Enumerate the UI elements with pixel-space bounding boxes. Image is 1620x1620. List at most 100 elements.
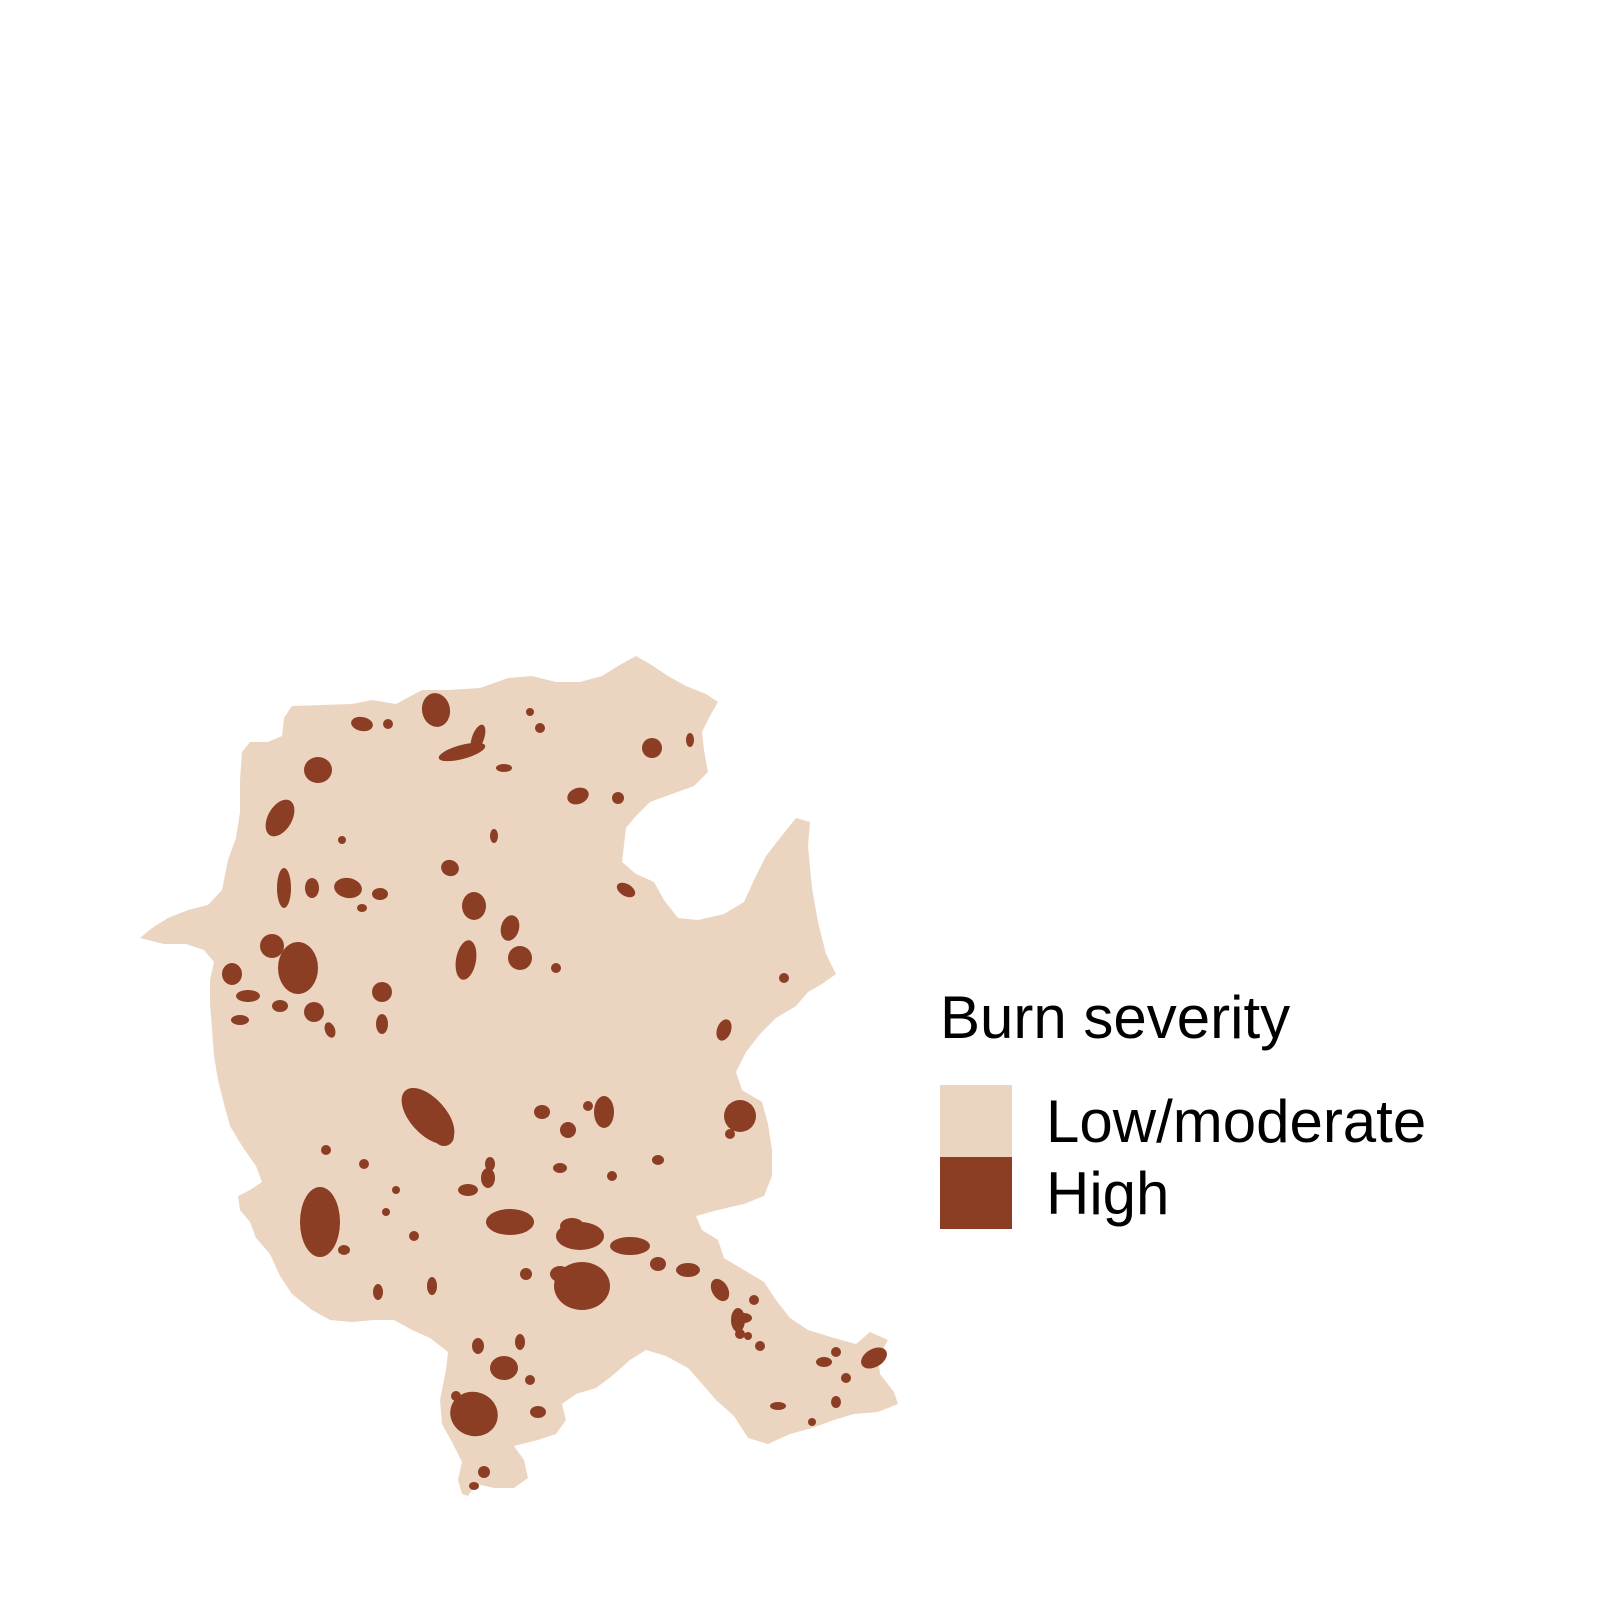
high-severity-patch bbox=[265, 799, 295, 837]
high-severity-patch bbox=[736, 1313, 752, 1323]
high-severity-patch bbox=[334, 877, 362, 899]
high-severity-patch bbox=[612, 792, 624, 804]
high-severity-patch bbox=[535, 723, 545, 733]
high-severity-patch bbox=[434, 1126, 454, 1146]
legend-swatch-low-moderate bbox=[940, 1085, 1012, 1157]
fire-perimeter-low-moderate bbox=[140, 656, 898, 1496]
high-severity-patch bbox=[650, 1257, 666, 1271]
high-severity-patch bbox=[338, 1245, 350, 1255]
high-severity-patch bbox=[735, 1329, 745, 1339]
high-severity-patch bbox=[260, 934, 284, 958]
high-severity-patch bbox=[382, 1208, 390, 1216]
high-severity-patch bbox=[831, 1347, 841, 1357]
high-severity-patch bbox=[485, 1157, 495, 1171]
high-severity-patch bbox=[808, 1418, 816, 1426]
high-severity-patch bbox=[231, 1015, 249, 1025]
high-severity-patch bbox=[526, 708, 534, 716]
high-severity-patch bbox=[324, 1022, 336, 1038]
high-severity-patch bbox=[496, 764, 512, 772]
legend-swatch-high bbox=[940, 1157, 1012, 1229]
high-severity-patch bbox=[304, 757, 332, 783]
high-severity-patch bbox=[451, 1391, 461, 1401]
legend-label-low-moderate: Low/moderate bbox=[1046, 1088, 1427, 1155]
high-severity-patch bbox=[450, 1391, 498, 1437]
high-severity-patch bbox=[481, 1168, 495, 1188]
high-severity-patch bbox=[530, 1406, 546, 1418]
high-severity-patch bbox=[861, 1347, 887, 1369]
high-severity-patch bbox=[520, 1268, 532, 1280]
high-severity-patch bbox=[272, 1000, 288, 1012]
high-severity-patch bbox=[455, 940, 477, 980]
high-severity-patch bbox=[300, 1187, 340, 1257]
high-severity-patch bbox=[373, 1284, 383, 1300]
high-severity-patch bbox=[607, 1171, 617, 1181]
high-severity-patch bbox=[508, 946, 532, 970]
legend: Burn severity Low/moderate High bbox=[940, 985, 1560, 1245]
high-severity-patch bbox=[304, 1002, 324, 1022]
high-severity-patch bbox=[409, 1231, 419, 1241]
high-severity-patch bbox=[277, 868, 291, 908]
high-severity-patch bbox=[462, 892, 486, 920]
high-severity-patch bbox=[486, 1209, 534, 1235]
high-severity-patch bbox=[372, 888, 388, 900]
high-severity-patch bbox=[724, 1100, 756, 1132]
legend-title: Burn severity bbox=[940, 984, 1291, 1051]
legend-item-high: High bbox=[940, 1157, 1560, 1229]
high-severity-patch bbox=[392, 1186, 400, 1194]
high-severity-patch bbox=[642, 738, 662, 758]
high-severity-patch bbox=[222, 963, 242, 985]
high-severity-patch bbox=[515, 1334, 525, 1350]
high-severity-patch bbox=[470, 724, 486, 752]
high-severity-patch bbox=[458, 1184, 478, 1196]
high-severity-patch bbox=[383, 719, 393, 729]
high-severity-patch bbox=[478, 1466, 490, 1478]
high-severity-patch bbox=[550, 1266, 570, 1282]
high-severity-patch bbox=[583, 1101, 593, 1111]
high-severity-patch bbox=[686, 733, 694, 747]
high-severity-patch bbox=[841, 1373, 851, 1383]
high-severity-patch bbox=[551, 963, 561, 973]
high-severity-patch bbox=[372, 982, 392, 1002]
high-severity-patch bbox=[553, 1163, 567, 1173]
high-severity-patch bbox=[236, 990, 260, 1002]
high-severity-patch bbox=[652, 1155, 664, 1165]
high-severity-patch bbox=[338, 836, 346, 844]
high-severity-patch bbox=[816, 1357, 832, 1367]
high-severity-patch bbox=[490, 829, 498, 843]
high-severity-patch bbox=[560, 1122, 576, 1138]
high-severity-patch bbox=[831, 1396, 841, 1408]
high-severity-patch bbox=[278, 942, 318, 994]
high-severity-patch bbox=[770, 1402, 786, 1410]
high-severity-patch bbox=[500, 915, 520, 941]
high-severity-patch bbox=[594, 1096, 614, 1128]
high-severity-patch bbox=[676, 1263, 700, 1277]
high-severity-patch bbox=[610, 1237, 650, 1255]
high-severity-patch bbox=[421, 693, 451, 727]
high-severity-patch bbox=[716, 1019, 732, 1041]
high-severity-patch bbox=[567, 787, 589, 805]
high-severity-patch bbox=[305, 878, 319, 898]
high-severity-patch bbox=[359, 1159, 369, 1169]
high-severity-patch bbox=[441, 859, 459, 877]
high-severity-patch bbox=[744, 1332, 752, 1340]
high-severity-patch bbox=[710, 1278, 730, 1302]
high-severity-patch bbox=[357, 904, 367, 912]
high-severity-patch bbox=[534, 1105, 550, 1119]
high-severity-patch bbox=[490, 1356, 518, 1380]
high-severity-patch bbox=[755, 1341, 765, 1351]
high-severity-patch bbox=[525, 1375, 535, 1385]
legend-item-low-moderate: Low/moderate bbox=[940, 1085, 1560, 1157]
high-severity-patch bbox=[469, 1482, 479, 1490]
high-severity-patch bbox=[376, 1014, 388, 1034]
high-severity-patch bbox=[560, 1218, 584, 1234]
high-severity-patch bbox=[321, 1145, 331, 1155]
high-severity-patch bbox=[725, 1129, 735, 1139]
high-severity-patch bbox=[427, 1277, 437, 1295]
high-severity-patches bbox=[222, 693, 887, 1490]
high-severity-patch bbox=[351, 716, 373, 732]
high-severity-patch bbox=[779, 973, 789, 983]
high-severity-patch bbox=[749, 1295, 759, 1305]
high-severity-patch bbox=[616, 882, 636, 898]
legend-label-high: High bbox=[1046, 1160, 1170, 1227]
